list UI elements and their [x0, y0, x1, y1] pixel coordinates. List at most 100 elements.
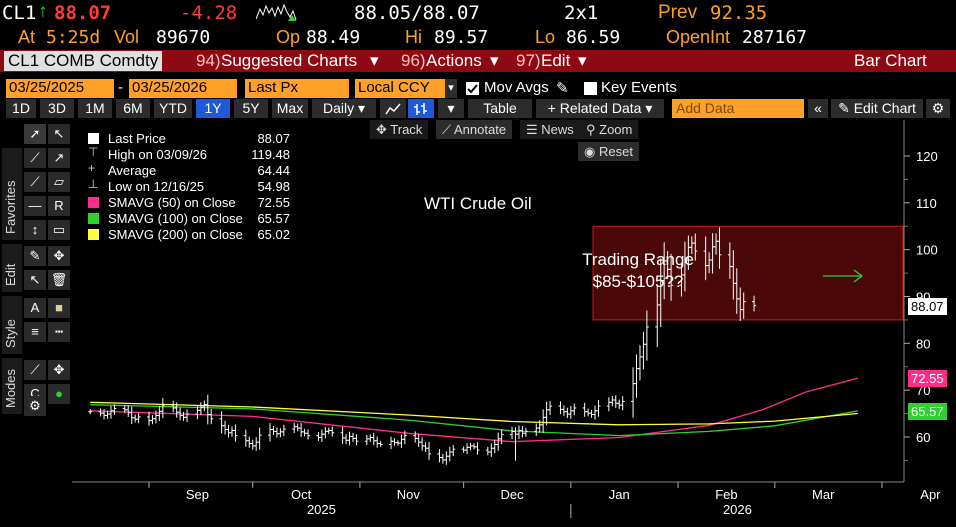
price-bar	[589, 409, 594, 418]
currency-select[interactable]: Local CCY	[355, 79, 445, 98]
period-button-max[interactable]: Max	[272, 99, 308, 118]
period-button-1y[interactable]: 1Y	[196, 99, 230, 118]
palette-settings-gear-icon[interactable]: ⚙	[24, 396, 46, 416]
actions-menu[interactable]: Actions	[426, 51, 482, 70]
style-tab[interactable]: Style	[2, 296, 22, 354]
line-chart-icon[interactable]	[380, 99, 406, 118]
security-field[interactable]: CL1 COMB Comdty	[4, 51, 163, 71]
track-button[interactable]: ✥ Track	[370, 120, 429, 139]
legend-low-label: Low on 12/16/25	[108, 179, 205, 194]
open-label: Op	[276, 27, 301, 47]
line-width-icon[interactable]: ≡	[24, 322, 46, 342]
price-bar	[610, 395, 615, 407]
move-icon[interactable]: ✥	[48, 246, 70, 266]
gear-icon[interactable]: ⚙	[926, 99, 950, 118]
trading-range-annotation[interactable]: Trading Range $85-$105??	[560, 250, 716, 292]
actions-number: 96)	[401, 51, 426, 70]
price-bar	[330, 426, 335, 437]
pointer-line-icon[interactable]: ↖	[48, 124, 70, 144]
price-bar	[375, 436, 380, 448]
price-field-select[interactable]: Last Px	[245, 79, 349, 98]
modes-tab[interactable]: Modes	[2, 358, 22, 414]
annotate-button[interactable]: ⟋ Annotate	[436, 120, 513, 139]
price-bar	[347, 431, 352, 446]
pointer-icon[interactable]: ➚	[24, 124, 46, 144]
high-label: Hi	[405, 27, 422, 47]
price-bar	[641, 331, 646, 370]
select-icon[interactable]: ↖	[24, 270, 46, 290]
price-bar	[136, 412, 141, 424]
chart-title-annotation[interactable]: WTI Crude Oil	[424, 194, 532, 213]
legend-average-marker-icon: +	[88, 161, 96, 175]
retracement-icon[interactable]: R	[48, 196, 70, 216]
volume: 89670	[156, 27, 211, 48]
vertical-line-icon[interactable]: ↕	[24, 220, 46, 240]
legend-sma50-value: 72.55	[257, 195, 290, 210]
period-button-1m[interactable]: 1M	[78, 99, 112, 118]
currency-caret-icon[interactable]: ▾	[445, 79, 457, 98]
reset-label: Reset	[598, 144, 633, 159]
start-date-field[interactable]: 03/25/2025	[6, 79, 114, 98]
trash-icon[interactable]: 🗑	[48, 270, 70, 290]
collapse-button[interactable]: «	[808, 99, 828, 118]
edit-chart-button[interactable]: ✎ Edit Chart	[831, 99, 923, 118]
edit-tab[interactable]: Edit	[2, 244, 22, 292]
price-bar	[586, 408, 591, 417]
price-bar	[226, 424, 231, 438]
end-date-field[interactable]: 03/25/2026	[129, 79, 237, 98]
segment-icon[interactable]: ⟋	[24, 172, 46, 192]
vol-label: Vol	[114, 27, 140, 47]
high-price: 89.57	[434, 27, 489, 48]
period-button-3d[interactable]: 3D	[40, 99, 74, 118]
ray-icon[interactable]: ↗	[48, 148, 70, 168]
channel-icon[interactable]: ▱	[48, 172, 70, 192]
suggested-charts-menu[interactable]: Suggested Charts	[221, 51, 358, 70]
period-button-1d[interactable]: 1D	[6, 99, 36, 118]
price-bar	[510, 426, 515, 440]
price-bar	[565, 407, 570, 419]
mov-avgs-checkbox[interactable]	[466, 82, 479, 95]
price-bar	[440, 453, 445, 464]
price-bar	[306, 429, 311, 440]
news-icon: ☰	[526, 122, 542, 137]
frequency-select[interactable]: Daily ▾	[312, 99, 376, 118]
bid-ask: 88.05/88.07	[354, 2, 480, 24]
table-button[interactable]: Table	[468, 99, 532, 118]
price-bar	[319, 429, 324, 443]
period-button-6m[interactable]: 6M	[116, 99, 150, 118]
pen-icon[interactable]: ✎	[24, 246, 46, 266]
key-events-checkbox[interactable]	[584, 82, 597, 95]
news-button[interactable]: ☰ News	[520, 120, 580, 139]
crosshair-icon[interactable]: ⟋	[24, 360, 46, 380]
price-bar	[416, 433, 421, 448]
trading-range-line-2: $85-$105??	[592, 272, 684, 291]
related-data-button[interactable]: + Related Data ▾	[536, 99, 664, 118]
price-bar	[278, 428, 283, 438]
period-button-5y[interactable]: 5Y	[234, 99, 268, 118]
zoom-button[interactable]: ⚲ Zoom	[580, 120, 639, 139]
period-button-ytd[interactable]: YTD	[154, 99, 192, 118]
favorites-tab[interactable]: Favorites	[2, 148, 22, 240]
edit-caret-icon: ▾	[578, 51, 587, 70]
legend-low-value: 54.98	[257, 179, 290, 194]
y-tick-label: 60	[916, 430, 930, 445]
add-data-input[interactable]: Add Data	[672, 99, 804, 118]
edit-chart-label: Edit Chart	[853, 100, 916, 116]
line-style-icon[interactable]: ┅	[48, 322, 70, 342]
legend-high: ⊤ High on 03/09/26 119.48	[88, 145, 302, 163]
price-bar	[427, 441, 432, 461]
measure-icon[interactable]: ✥	[48, 360, 70, 380]
chart-style-caret-icon[interactable]: ▾	[438, 99, 464, 118]
price-bar	[637, 345, 642, 381]
edit-menu[interactable]: Edit	[541, 51, 571, 70]
pencil-icon[interactable]: ✎	[556, 80, 569, 97]
trendline-icon[interactable]: ⟋	[24, 148, 46, 168]
rectangle-icon[interactable]: ▭	[48, 220, 70, 240]
color-mode-icon[interactable]: ●	[48, 384, 70, 404]
color-swatch-icon[interactable]: ■	[48, 298, 70, 318]
bar-chart-icon[interactable]	[408, 99, 434, 118]
reset-button[interactable]: ◉ Reset	[578, 142, 639, 161]
font-icon[interactable]: A	[24, 298, 46, 318]
horizontal-line-icon[interactable]: —	[24, 196, 46, 216]
